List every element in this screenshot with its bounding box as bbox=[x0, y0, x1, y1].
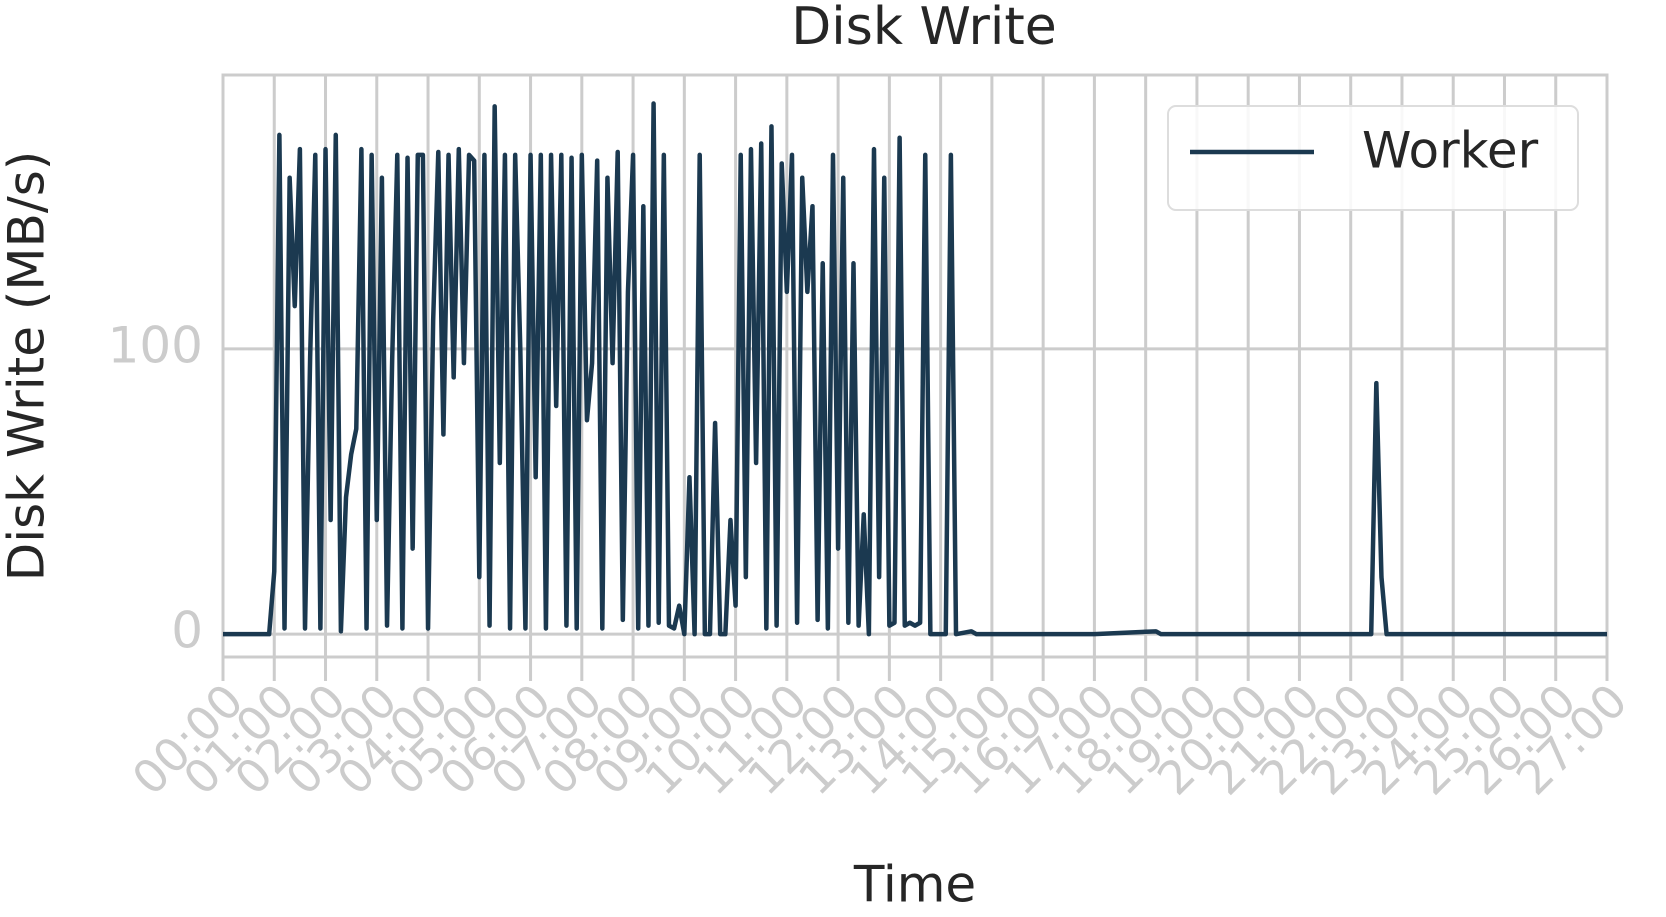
y-tick-label: 100 bbox=[108, 316, 203, 374]
y-axis-label: Disk Write (MB/s) bbox=[0, 151, 56, 582]
x-axis-label: Time bbox=[853, 856, 976, 914]
y-tick-label: 0 bbox=[171, 602, 203, 660]
legend-box bbox=[1167, 105, 1579, 211]
chart-title: Disk Write bbox=[791, 0, 1057, 57]
plot-frame bbox=[221, 73, 1609, 659]
legend-label: Worker bbox=[1362, 122, 1539, 180]
line bbox=[223, 101, 1607, 637]
